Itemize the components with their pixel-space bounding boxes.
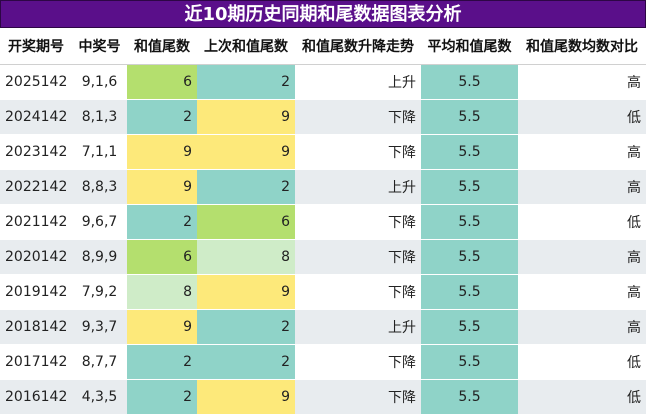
cell-prev-tail: 8 [197, 239, 295, 275]
cell-tail: 6 [127, 64, 197, 100]
cell-compare: 高 [518, 169, 646, 205]
cell-prev-tail: 9 [197, 274, 295, 310]
table-row: 2021142 9,6,7 2 6 下降 5.5 低 [0, 204, 646, 240]
cell-issue: 2017142 [0, 344, 72, 380]
cell-tail: 2 [127, 379, 197, 415]
cell-tail: 9 [127, 134, 197, 170]
cell-compare: 高 [518, 239, 646, 275]
cell-avg: 5.5 [421, 64, 518, 100]
cell-issue: 2025142 [0, 64, 72, 100]
cell-compare: 高 [518, 64, 646, 100]
table-row: 2023142 7,1,1 9 9 下降 5.5 高 [0, 134, 646, 170]
cell-tail: 6 [127, 239, 197, 275]
cell-issue: 2019142 [0, 274, 72, 310]
table-row: 2016142 4,3,5 2 9 下降 5.5 低 [0, 379, 646, 415]
cell-prev-tail: 2 [197, 169, 295, 205]
table-row: 2022142 8,8,3 9 2 上升 5.5 高 [0, 169, 646, 205]
cell-issue: 2024142 [0, 99, 72, 135]
cell-trend: 下降 [295, 344, 421, 380]
cell-prev-tail: 2 [197, 309, 295, 345]
cell-tail: 9 [127, 309, 197, 345]
cell-numbers: 9,3,7 [72, 309, 127, 345]
cell-trend: 下降 [295, 99, 421, 135]
cell-tail: 2 [127, 204, 197, 240]
table-row: 2025142 9,1,6 6 2 上升 5.5 高 [0, 64, 646, 100]
cell-trend: 上升 [295, 64, 421, 100]
data-table: 开奖期号 中奖号 和值尾数 上次和值尾数 和值尾数升降走势 平均和值尾数 和值尾… [0, 28, 646, 415]
cell-avg: 5.5 [421, 344, 518, 380]
cell-issue: 2023142 [0, 134, 72, 170]
cell-avg: 5.5 [421, 274, 518, 310]
cell-trend: 上升 [295, 309, 421, 345]
cell-numbers: 8,7,7 [72, 344, 127, 380]
cell-avg: 5.5 [421, 239, 518, 275]
header-tail: 和值尾数 [127, 28, 197, 65]
table-row: 2020142 8,9,9 6 8 下降 5.5 高 [0, 239, 646, 275]
cell-compare: 低 [518, 344, 646, 380]
cell-trend: 下降 [295, 134, 421, 170]
cell-tail: 2 [127, 99, 197, 135]
table-row: 2018142 9,3,7 9 2 上升 5.5 高 [0, 309, 646, 345]
cell-numbers: 7,1,1 [72, 134, 127, 170]
cell-trend: 下降 [295, 274, 421, 310]
page-title: 近10期历史同期和尾数据图表分析 [0, 0, 646, 28]
cell-issue: 2016142 [0, 379, 72, 415]
cell-prev-tail: 9 [197, 99, 295, 135]
table-body: 2025142 9,1,6 6 2 上升 5.5 高 2024142 8,1,3 2 9 下降 5.5 低… [0, 64, 646, 415]
cell-numbers: 8,1,3 [72, 99, 127, 135]
cell-compare: 低 [518, 99, 646, 135]
header-row: 开奖期号 中奖号 和值尾数 上次和值尾数 和值尾数升降走势 平均和值尾数 和值尾… [0, 28, 646, 65]
cell-prev-tail: 9 [197, 379, 295, 415]
cell-avg: 5.5 [421, 134, 518, 170]
cell-compare: 低 [518, 379, 646, 415]
cell-numbers: 8,9,9 [72, 239, 127, 275]
header-numbers: 中奖号 [72, 28, 127, 65]
cell-numbers: 8,8,3 [72, 169, 127, 205]
header-prev-tail: 上次和值尾数 [197, 28, 295, 65]
cell-prev-tail: 2 [197, 64, 295, 100]
cell-trend: 上升 [295, 169, 421, 205]
header-trend: 和值尾数升降走势 [295, 28, 421, 65]
cell-numbers: 9,1,6 [72, 64, 127, 100]
header-issue: 开奖期号 [0, 28, 72, 65]
cell-avg: 5.5 [421, 204, 518, 240]
cell-issue: 2020142 [0, 239, 72, 275]
cell-prev-tail: 6 [197, 204, 295, 240]
table-row: 2017142 8,7,7 2 2 下降 5.5 低 [0, 344, 646, 380]
header-compare: 和值尾数均数对比 [518, 28, 646, 65]
cell-trend: 下降 [295, 239, 421, 275]
cell-avg: 5.5 [421, 169, 518, 205]
cell-numbers: 9,6,7 [72, 204, 127, 240]
cell-trend: 下降 [295, 379, 421, 415]
cell-numbers: 7,9,2 [72, 274, 127, 310]
cell-issue: 2018142 [0, 309, 72, 345]
cell-prev-tail: 9 [197, 134, 295, 170]
cell-compare: 高 [518, 274, 646, 310]
cell-tail: 2 [127, 344, 197, 380]
cell-prev-tail: 2 [197, 344, 295, 380]
cell-compare: 高 [518, 309, 646, 345]
cell-trend: 下降 [295, 204, 421, 240]
table-row: 2024142 8,1,3 2 9 下降 5.5 低 [0, 99, 646, 135]
table-row: 2019142 7,9,2 8 9 下降 5.5 高 [0, 274, 646, 310]
cell-tail: 8 [127, 274, 197, 310]
cell-avg: 5.5 [421, 99, 518, 135]
cell-compare: 低 [518, 204, 646, 240]
cell-compare: 高 [518, 134, 646, 170]
cell-avg: 5.5 [421, 309, 518, 345]
cell-avg: 5.5 [421, 379, 518, 415]
cell-issue: 2021142 [0, 204, 72, 240]
cell-tail: 9 [127, 169, 197, 205]
header-avg: 平均和值尾数 [421, 28, 518, 65]
cell-issue: 2022142 [0, 169, 72, 205]
cell-numbers: 4,3,5 [72, 379, 127, 415]
